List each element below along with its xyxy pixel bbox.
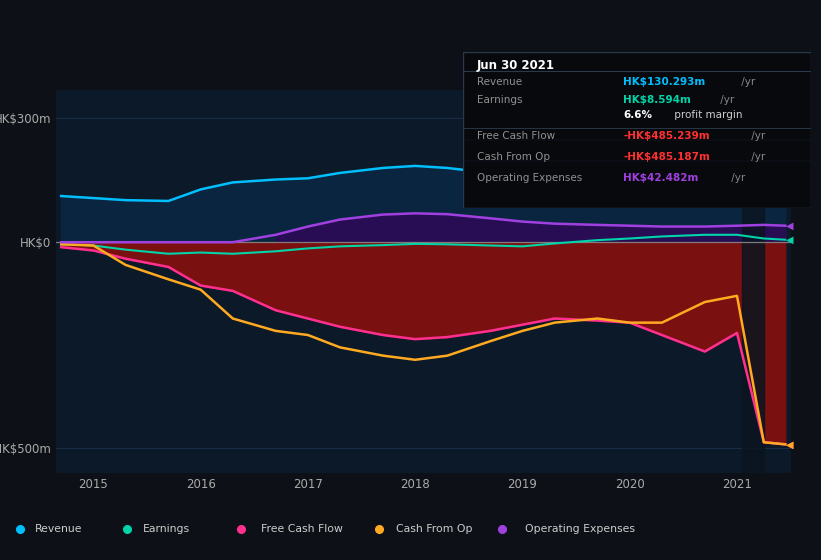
Text: Earnings: Earnings xyxy=(143,524,190,534)
Text: ◀: ◀ xyxy=(787,221,794,231)
Text: /yr: /yr xyxy=(718,95,735,105)
Text: HK$8.594m: HK$8.594m xyxy=(623,95,691,105)
Text: HK$130.293m: HK$130.293m xyxy=(623,77,705,87)
Text: -HK$485.187m: -HK$485.187m xyxy=(623,152,710,162)
Text: ◀: ◀ xyxy=(787,440,794,449)
FancyBboxPatch shape xyxy=(463,52,811,208)
Text: ◀: ◀ xyxy=(787,440,794,449)
Text: Revenue: Revenue xyxy=(34,524,82,534)
Text: /yr: /yr xyxy=(738,77,755,87)
Text: Operating Expenses: Operating Expenses xyxy=(477,173,582,183)
Text: profit margin: profit margin xyxy=(671,110,742,120)
Text: /yr: /yr xyxy=(749,152,766,162)
Text: /yr: /yr xyxy=(749,130,766,141)
Text: Earnings: Earnings xyxy=(477,95,522,105)
Text: ◀: ◀ xyxy=(787,188,794,198)
Text: Operating Expenses: Operating Expenses xyxy=(525,524,635,534)
Text: Free Cash Flow: Free Cash Flow xyxy=(261,524,343,534)
Text: 6.6%: 6.6% xyxy=(623,110,652,120)
Text: Cash From Op: Cash From Op xyxy=(477,152,550,162)
Text: Revenue: Revenue xyxy=(477,77,522,87)
Bar xyxy=(742,90,764,473)
Text: Cash From Op: Cash From Op xyxy=(397,524,473,534)
Text: ◀: ◀ xyxy=(787,235,794,245)
Text: HK$42.482m: HK$42.482m xyxy=(623,173,699,183)
Text: Jun 30 2021: Jun 30 2021 xyxy=(477,59,555,72)
Text: -HK$485.239m: -HK$485.239m xyxy=(623,130,710,141)
Text: /yr: /yr xyxy=(727,173,745,183)
Text: Free Cash Flow: Free Cash Flow xyxy=(477,130,555,141)
